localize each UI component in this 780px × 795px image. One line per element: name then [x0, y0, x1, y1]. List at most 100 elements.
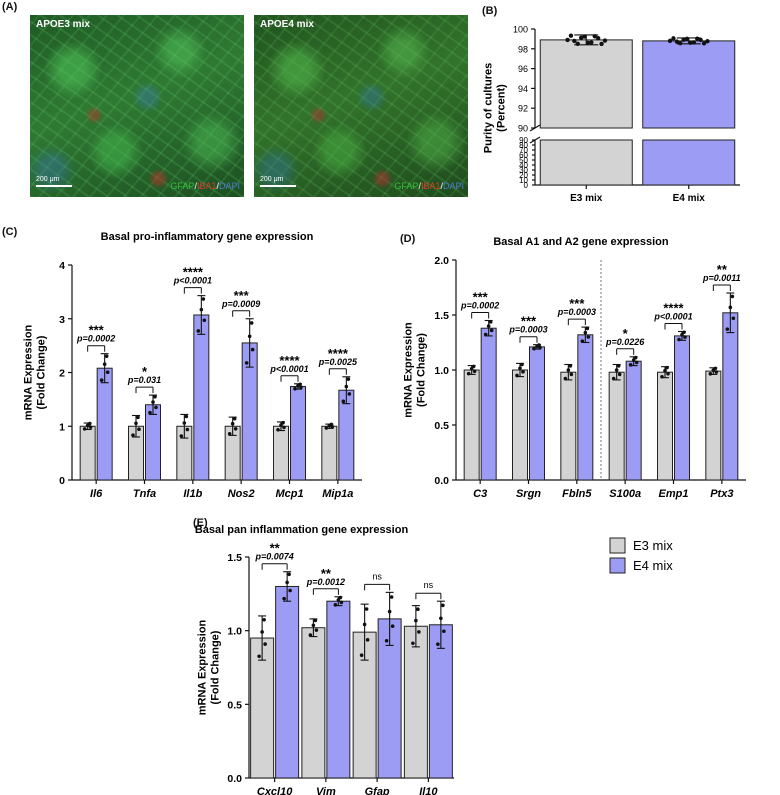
data-point	[563, 376, 568, 381]
legend-swatch-e3	[609, 537, 626, 554]
data-point	[666, 371, 670, 376]
data-point	[282, 425, 286, 430]
y-tick-label: 0.5	[227, 699, 242, 711]
y-tick-label: 96	[518, 64, 528, 74]
data-point	[442, 629, 446, 634]
stain-blue: DAPI	[442, 181, 464, 191]
data-point	[483, 332, 488, 337]
data-point	[674, 39, 680, 44]
data-point	[441, 603, 445, 608]
data-point	[288, 588, 292, 593]
y-tick-label: 1.0	[227, 626, 242, 638]
data-point	[532, 346, 536, 351]
data-point	[285, 580, 289, 585]
y-axis-label: Purity of cultures(Percent)	[483, 63, 508, 153]
y-tick-label: 4	[59, 260, 65, 272]
data-point	[566, 368, 571, 372]
data-point	[282, 596, 286, 601]
y-axis-label: mRNA Expression(Fold Change)	[23, 324, 48, 420]
stain-blue: DAPI	[218, 181, 240, 191]
micrograph-apoe3: APOE3 mix 200 μm GFAP/IBA1/DAPI	[30, 15, 244, 197]
data-point	[257, 654, 261, 659]
significance-stars: **	[321, 566, 332, 581]
x-tick-label: Ptx3	[710, 488, 733, 500]
data-point	[698, 37, 703, 43]
data-point	[281, 420, 285, 425]
data-point	[471, 364, 476, 369]
bar	[577, 334, 594, 481]
data-point	[585, 326, 590, 331]
data-point	[131, 433, 135, 437]
y-tick-label: 10	[519, 176, 528, 185]
significance-stars: ****	[328, 346, 349, 361]
data-point	[87, 421, 92, 426]
data-point	[472, 369, 477, 374]
p-value: p=0.0002	[76, 334, 115, 344]
bar	[657, 371, 673, 481]
data-point	[346, 377, 351, 381]
y-tick-label: 100	[513, 25, 528, 35]
x-tick-label: Il10	[419, 786, 438, 795]
data-point	[714, 370, 719, 374]
data-point	[565, 37, 570, 43]
significance-stars: ****	[183, 265, 204, 280]
legend-swatch-e4	[609, 557, 626, 574]
data-point	[148, 410, 152, 415]
data-point	[196, 329, 201, 333]
data-point	[489, 328, 494, 333]
p-value: p=0.0002	[460, 301, 499, 311]
stain-red: IBA1	[420, 181, 441, 191]
chart-title: Basal A1 and A2 gene expression	[493, 236, 669, 248]
y-tick-label: 40	[519, 161, 528, 170]
bar	[290, 385, 306, 481]
bar	[722, 312, 739, 481]
data-point	[233, 426, 238, 431]
bar	[96, 367, 113, 481]
data-point	[602, 38, 608, 43]
data-point	[313, 618, 318, 623]
legend-label-e4: E4 mix	[633, 558, 673, 573]
x-tick-label: Mcp1	[275, 488, 303, 500]
chart-title: Basal pro-inflammatory gene expression	[101, 231, 314, 243]
significance-stars: *	[623, 326, 629, 341]
x-tick-label: Il6	[90, 488, 103, 500]
data-point	[384, 638, 389, 643]
data-point	[439, 616, 443, 621]
legend-label-e3: E3 mix	[633, 538, 673, 553]
p-value: p<0.0001	[173, 276, 212, 286]
data-point	[339, 600, 344, 605]
data-point	[585, 40, 591, 46]
x-tick-label: E4 mix	[673, 193, 706, 204]
bar	[403, 625, 428, 779]
data-point	[293, 386, 297, 391]
micrograph-title: APOE4 mix	[260, 19, 314, 30]
scale-bar	[36, 185, 72, 187]
data-point	[99, 378, 104, 382]
y-tick-label: 3	[59, 314, 65, 326]
significance-stars: **	[270, 541, 281, 556]
data-point	[344, 384, 349, 389]
x-tick-label: C3	[473, 488, 487, 500]
y-tick-label: 1.5	[434, 310, 449, 322]
data-point	[299, 385, 303, 390]
data-point	[182, 421, 187, 425]
x-tick-label: Mip1a	[322, 488, 353, 500]
x-tick-label: Il1b	[183, 488, 202, 500]
bar	[480, 327, 497, 481]
y-tick-label: 50	[519, 156, 528, 165]
y-tick-label: 60	[519, 151, 528, 160]
scale-bar	[260, 185, 296, 187]
bar	[674, 335, 690, 481]
y-tick-label: 1.0	[434, 365, 449, 377]
stain-red: IBA1	[196, 181, 217, 191]
p-value: p=0.0025	[318, 357, 358, 367]
data-point	[667, 38, 673, 44]
data-point	[614, 368, 619, 372]
y-tick-label: 92	[518, 104, 528, 114]
significance-stars: ns	[372, 571, 382, 581]
data-point	[263, 642, 267, 646]
data-point	[713, 366, 718, 371]
data-point	[589, 40, 594, 45]
x-tick-label: Cxcl10	[257, 786, 293, 795]
